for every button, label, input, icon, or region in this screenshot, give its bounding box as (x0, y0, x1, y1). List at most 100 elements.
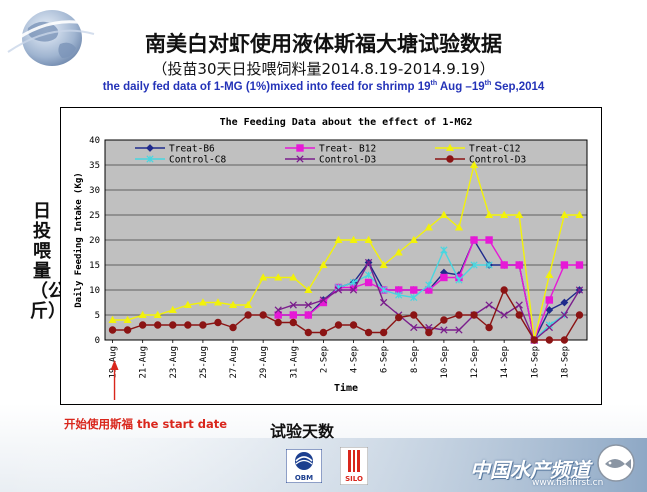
x-tick-label: 10-Sep (440, 346, 450, 379)
x-tick-label: 25-Aug (199, 346, 209, 379)
x-tick-label: 4-Sep (350, 346, 360, 373)
brand-url: www.fishfirst.cn (532, 478, 604, 488)
series-6-point (575, 311, 584, 319)
silo-logo-text: SILO (345, 475, 363, 483)
obm-logo-text: OBM (295, 474, 313, 482)
obm-logo-icon: OBM (286, 449, 322, 483)
bottom-decor-bar (0, 438, 647, 492)
series-3-point (349, 235, 358, 244)
series-3-point (274, 273, 283, 281)
series-3-point (485, 210, 494, 219)
series-3-point (545, 270, 554, 279)
legend-label-3: Treat-C12 (469, 144, 520, 155)
series-6-point (500, 286, 508, 294)
series-6-point (274, 318, 282, 327)
series-2-point (304, 311, 313, 319)
series-3-point (334, 235, 343, 244)
series-6-point (214, 318, 222, 327)
series-5-point (455, 326, 463, 334)
series-3-point (575, 210, 584, 219)
series-5-point (485, 301, 493, 309)
series-5-point (575, 286, 584, 294)
x-axis-label-cn: 试验天数 (270, 422, 335, 441)
y-tick-label: 35 (89, 161, 100, 171)
series-6-point (455, 311, 463, 319)
series-6-point (410, 311, 418, 319)
series-5-point (289, 301, 297, 309)
series-3-point (409, 235, 418, 244)
series-3-point (213, 298, 223, 306)
series-6-point (319, 328, 328, 337)
series-3-point (379, 260, 388, 269)
series-6-point (259, 311, 267, 319)
series-5-point (349, 286, 358, 294)
series-2-point (410, 286, 418, 294)
series-6-point (154, 321, 162, 329)
series-3-point (500, 210, 509, 219)
title-en-sup1: th (430, 80, 438, 87)
series-1-point (545, 306, 554, 314)
series-4-point (485, 261, 493, 269)
series-3-point (469, 160, 479, 169)
series-5-point (274, 306, 282, 314)
series-3-point (198, 298, 207, 306)
x-tick-label: 19-Aug (109, 346, 119, 379)
legend-marker-2 (296, 144, 304, 152)
series-6-point (560, 336, 569, 344)
legend-marker-5 (296, 155, 304, 163)
x-tick-label: 6-Sep (380, 346, 390, 373)
series-5-point (319, 296, 328, 304)
slide-title-english: the daily fed data of 1-MG (1%)mixed int… (0, 80, 647, 93)
series-3-point (319, 260, 328, 269)
series-5-point (304, 301, 313, 309)
x-tick-label: 18-Sep (560, 346, 570, 379)
x-tick-label: 31-Aug (289, 346, 299, 379)
y-tick-label: 20 (89, 236, 100, 246)
start-date-note: 开始使用斯福 the start date (64, 417, 228, 431)
series-4-point (440, 246, 448, 254)
series-2-point (485, 236, 493, 244)
start-arrow-head (110, 360, 119, 370)
series-6-point (304, 328, 313, 337)
series-6-point (123, 326, 132, 334)
series-4-point (364, 271, 373, 279)
chart-title: The Feeding Data about the effect of 1-M… (220, 116, 473, 128)
legend-label-4: Control-C8 (169, 155, 226, 166)
y-tick-label: 10 (89, 286, 100, 296)
series-6-point (334, 321, 343, 329)
x-tick-label: 23-Aug (169, 346, 179, 379)
y-tick-label: 15 (89, 261, 100, 271)
series-2-point (289, 311, 297, 319)
x-tick-label: 12-Sep (470, 346, 480, 379)
series-2-point (545, 296, 554, 304)
title-en-sup2: th (484, 80, 492, 87)
series-4-point (455, 276, 463, 284)
series-4-point (470, 261, 478, 269)
series-6-point (364, 328, 373, 337)
y-tick-label: 25 (89, 211, 100, 221)
side-axis-label: 日投喂量（公斤） (30, 201, 66, 322)
brand-name: 中国水产频道 (470, 458, 590, 482)
series-3-point (259, 273, 268, 281)
series-4-point (380, 286, 388, 294)
x-tick-label: 2-Sep (319, 346, 329, 373)
series-4-point (425, 281, 433, 289)
y-tick-label: 0 (95, 336, 100, 346)
legend-label-2: Treat- B12 (319, 144, 376, 155)
series-3-point (244, 300, 253, 309)
series-6-point (530, 336, 538, 344)
series-3-point (168, 305, 177, 314)
title-en-main: the daily fed data of 1-MG (1%)mixed int… (102, 80, 431, 93)
series-3-point (123, 315, 132, 324)
x-tick-label: 27-Aug (229, 346, 239, 379)
series-2-point (470, 236, 478, 244)
series-6-point (184, 321, 192, 329)
series-6-point (169, 321, 177, 329)
series-2-point (560, 261, 569, 269)
series-6-point (244, 311, 252, 319)
series-5-point (334, 286, 343, 294)
legend-marker-3 (445, 143, 455, 152)
y-tick-label: 40 (89, 136, 100, 146)
series-6-point (349, 321, 358, 329)
series-6-point (515, 311, 523, 319)
